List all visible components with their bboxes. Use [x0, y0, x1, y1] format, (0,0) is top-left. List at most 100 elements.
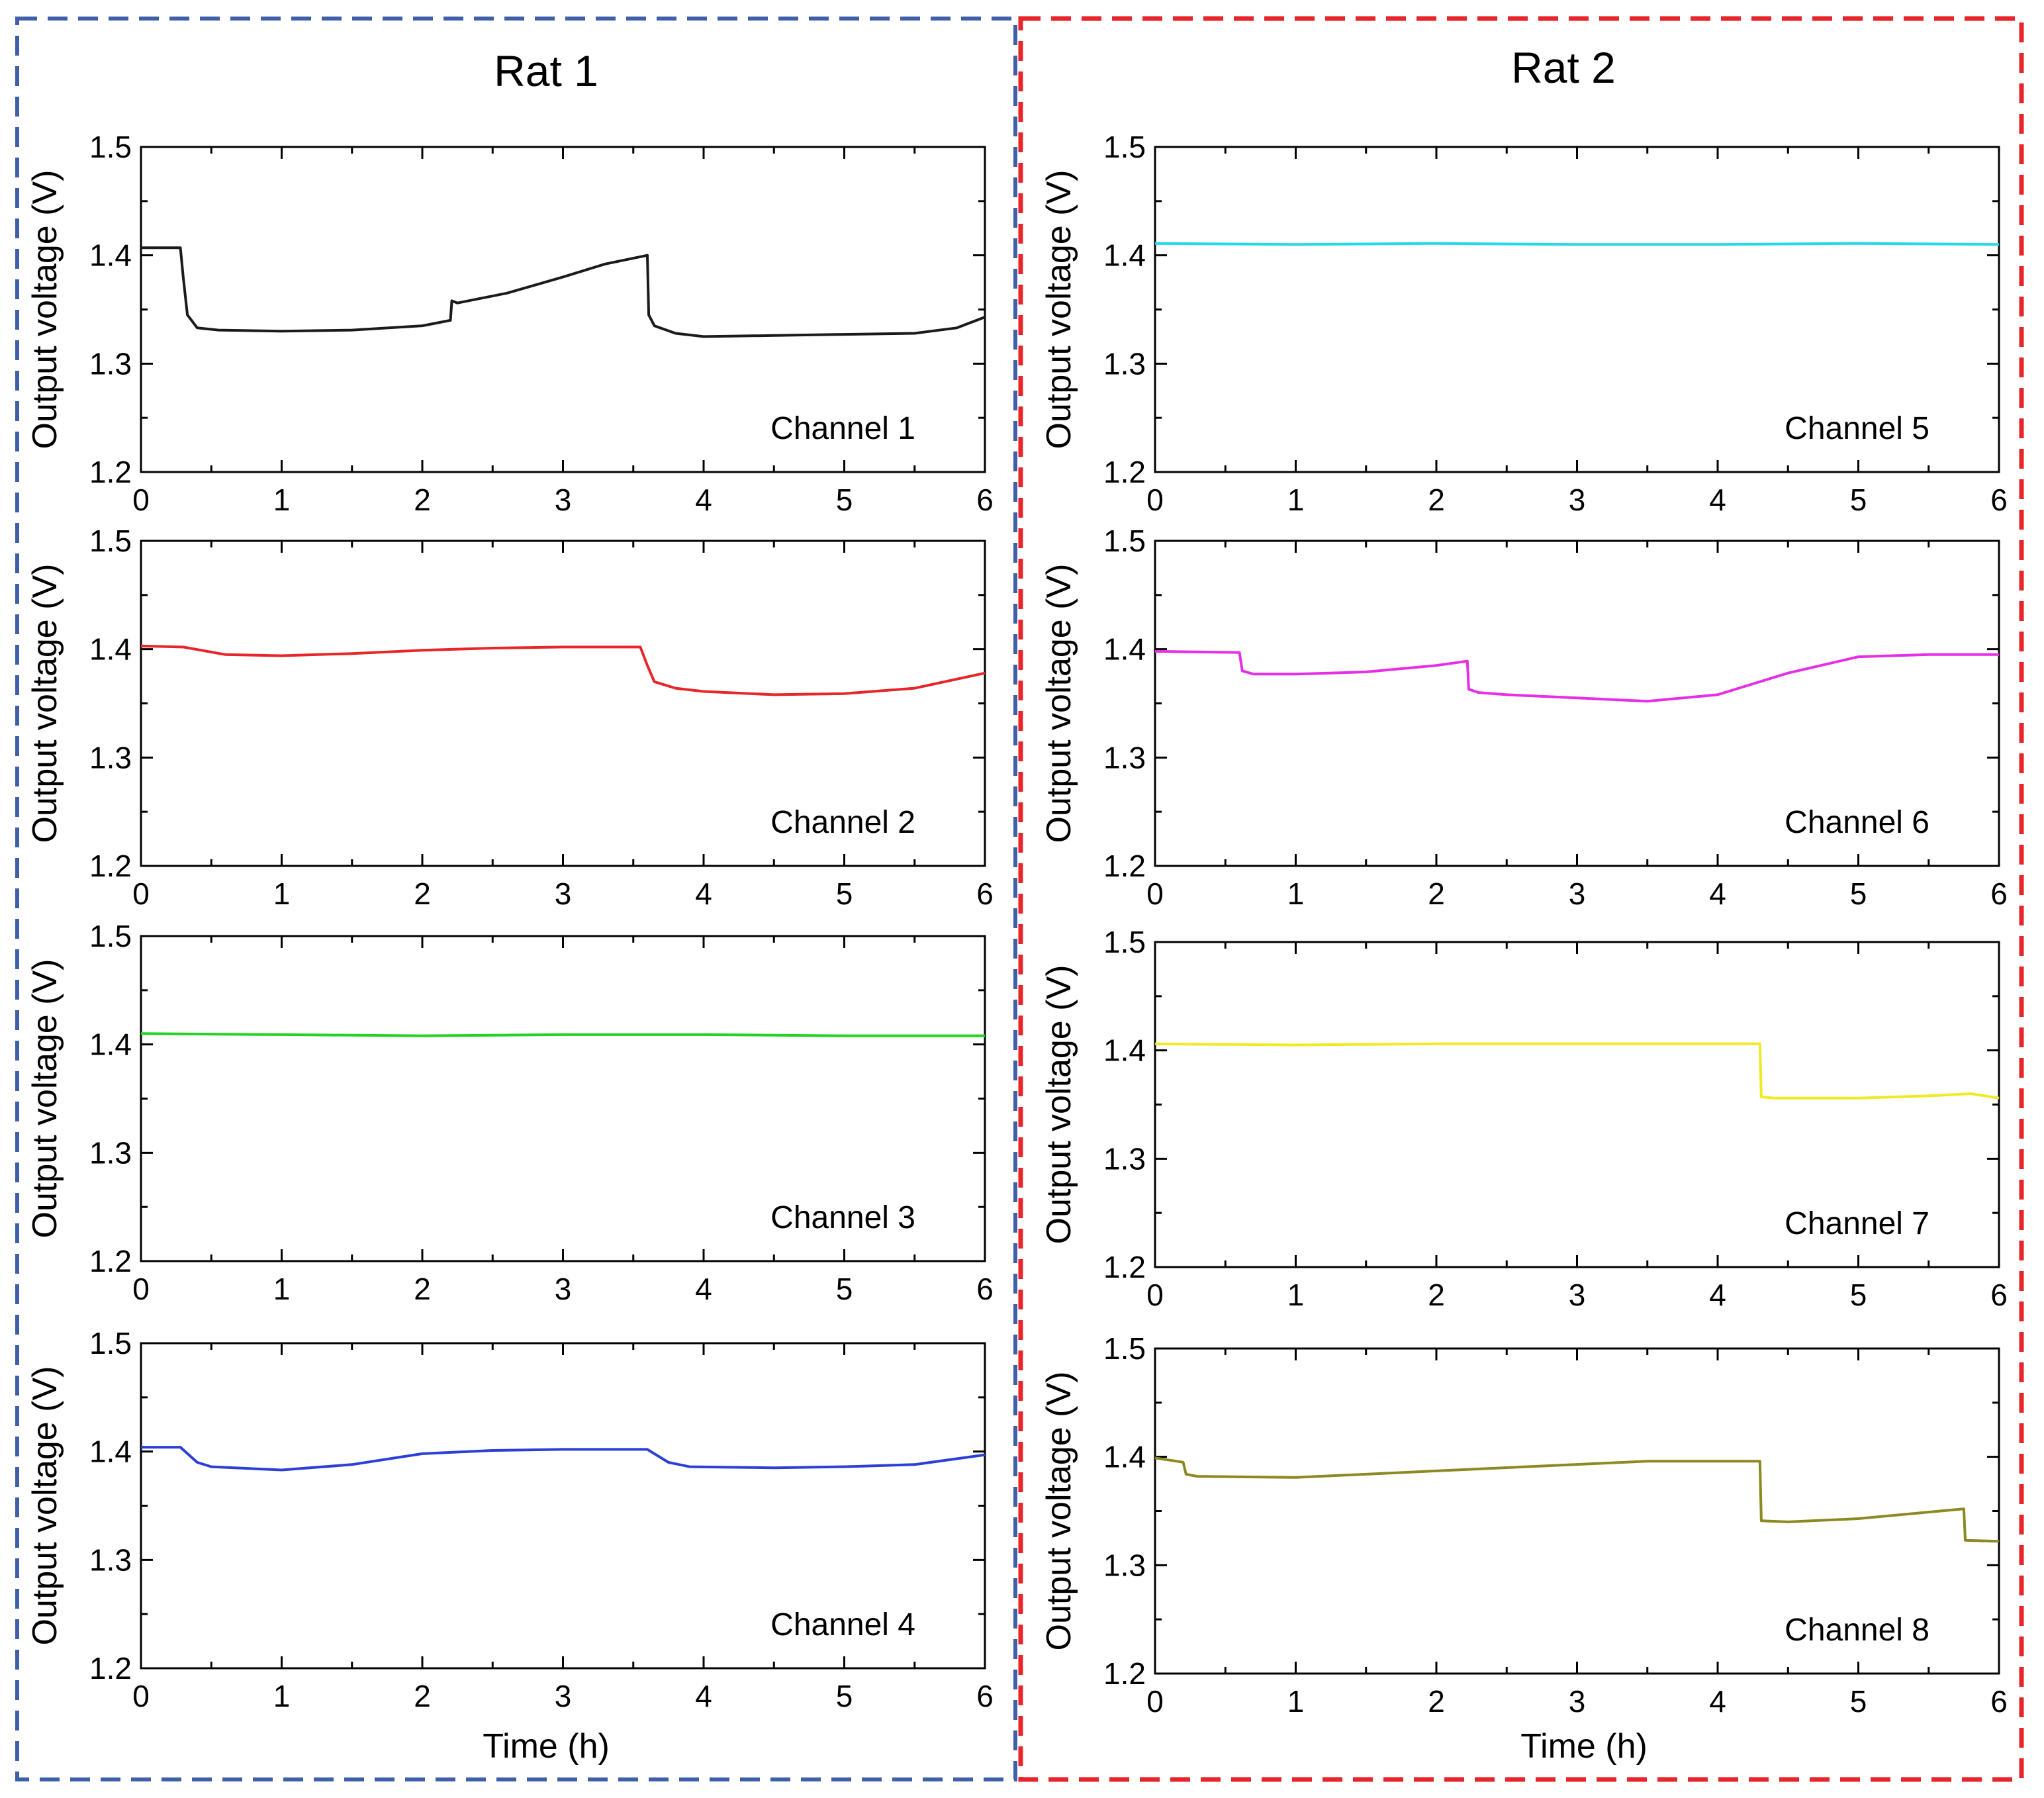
x-tick-label: 6 [976, 483, 994, 517]
y-tick-label: 1.2 [1103, 849, 1146, 883]
x-tick-label: 0 [1146, 1278, 1164, 1312]
y-tick-label: 1.4 [89, 238, 132, 273]
x-tick-label: 4 [1709, 483, 1726, 517]
y-tick-label: 1.2 [89, 455, 132, 489]
x-tick-label: 0 [1146, 483, 1164, 517]
x-tick-label: 3 [1569, 876, 1586, 911]
y-tick-label: 1.5 [1103, 130, 1146, 164]
x-tick-label: 1 [273, 1272, 291, 1306]
y-tick-label: 1.3 [1103, 740, 1146, 775]
x-tick-label: 0 [132, 483, 150, 517]
y-tick-label: 1.4 [89, 632, 132, 667]
x-tick-label: 6 [976, 1272, 994, 1306]
chart-panel-2: 0 1 2 3 4 5 6 1.2 1.3 1.4 1.5 Output voltage (V) Cha… [26, 524, 994, 911]
y-axis-title: Output voltage (V) [26, 564, 64, 843]
x-tick-label: 3 [555, 1679, 572, 1713]
x-tick-label: 5 [836, 483, 853, 517]
chart-panel-6: 0 1 2 3 4 5 6 1.2 1.3 1.4 1.5 Output voltage (V) Cha… [1040, 524, 2008, 911]
channel-label: Channel 7 [1785, 1206, 1929, 1241]
x-tick-label: 5 [1850, 1278, 1867, 1312]
y-axis-title: Output voltage (V) [26, 959, 64, 1239]
chart-panel-4: 0 1 2 3 4 5 6 1.2 1.3 1.4 1.5 Output voltage (V) Cha… [26, 1326, 994, 1713]
x-tick-label: 1 [273, 1679, 291, 1713]
x-tick-label: 6 [1990, 1684, 2008, 1719]
rat1-group-frame [15, 17, 1017, 1781]
x-tick-label: 3 [555, 1272, 572, 1306]
y-tick-label: 1.2 [1103, 455, 1146, 489]
x-tick-label: 5 [836, 876, 853, 911]
y-tick-label: 1.3 [1103, 1548, 1146, 1582]
y-tick-label: 1.4 [89, 1027, 132, 1062]
series-line-channel-5 [1154, 242, 2000, 246]
y-axis-title: Output voltage (V) [1040, 1372, 1078, 1651]
x-tick-label: 1 [1287, 1684, 1305, 1719]
y-tick-label: 1.5 [89, 1326, 132, 1360]
y-axis-title: Output voltage (V) [1040, 170, 1078, 450]
channel-label: Channel 2 [770, 805, 915, 840]
y-axis-title: Output voltage (V) [1040, 564, 1078, 843]
y-axis-title: Output voltage (V) [26, 170, 64, 450]
y-tick-label: 1.4 [89, 1435, 132, 1469]
y-tick-label: 1.3 [89, 740, 132, 775]
x-tick-label: 6 [1990, 1278, 2008, 1312]
x-tick-label: 4 [695, 1679, 712, 1713]
x-tick-label: 5 [1850, 876, 1867, 911]
x-tick-label: 6 [1990, 876, 2008, 911]
x-tick-label: 0 [132, 1679, 150, 1713]
series-line-channel-3 [140, 1032, 985, 1037]
x-tick-label: 6 [1990, 483, 2008, 517]
x-tick-label: 1 [1287, 1278, 1305, 1312]
x-tick-label: 6 [976, 1679, 994, 1713]
x-tick-label: 0 [132, 876, 150, 911]
x-tick-label: 4 [695, 1272, 712, 1306]
y-tick-label: 1.5 [1103, 524, 1146, 558]
x-tick-label: 4 [1709, 1684, 1726, 1719]
y-tick-label: 1.2 [1103, 1250, 1146, 1284]
x-tick-label: 2 [1428, 483, 1445, 517]
x-tick-label: 4 [1709, 1278, 1726, 1312]
x-tick-label: 4 [695, 483, 712, 517]
x-tick-label: 2 [414, 1679, 431, 1713]
channel-label: Channel 1 [770, 411, 915, 446]
y-axis-title: Output voltage (V) [1040, 965, 1078, 1245]
chart-panel-8: 0 1 2 3 4 5 6 1.2 1.3 1.4 1.5 Output voltage (V) Cha… [1040, 1331, 2008, 1719]
x-tick-label: 5 [1850, 1684, 1867, 1719]
series-line-channel-2 [140, 644, 986, 696]
y-tick-label: 1.5 [89, 919, 132, 953]
x-tick-label: 5 [1850, 483, 1867, 517]
x-tick-label: 3 [555, 483, 572, 517]
series-line-channel-6 [1154, 649, 1999, 703]
x-tick-label: 0 [1146, 1684, 1164, 1719]
chart-panel-5: 0 1 2 3 4 5 6 1.2 1.3 1.4 1.5 Output voltage (V) Cha… [1040, 130, 2008, 517]
x-tick-label: 2 [1428, 876, 1445, 911]
x-tick-label: 0 [1146, 876, 1164, 911]
x-tick-label: 2 [414, 876, 431, 911]
x-tick-label: 3 [555, 876, 572, 911]
y-tick-label: 1.4 [1103, 632, 1146, 667]
y-tick-label: 1.3 [1103, 346, 1146, 381]
y-tick-label: 1.3 [89, 346, 132, 381]
x-tick-label: 6 [976, 876, 994, 911]
channel-label: Channel 6 [1785, 805, 1929, 840]
rat2-title: Rat 2 [1511, 43, 1616, 92]
channel-label: Channel 3 [770, 1200, 915, 1235]
chart-panel-7: 0 1 2 3 4 5 6 1.2 1.3 1.4 1.5 Output voltage (V) Cha… [1040, 925, 2008, 1312]
rat2-x-axis-title: Time (h) [1520, 1727, 1648, 1766]
y-tick-label: 1.5 [89, 130, 132, 164]
x-tick-label: 5 [836, 1272, 853, 1306]
y-tick-label: 1.2 [89, 849, 132, 883]
x-tick-label: 1 [1287, 483, 1305, 517]
x-tick-label: 0 [132, 1272, 150, 1306]
y-axis-title: Output voltage (V) [26, 1366, 64, 1646]
x-tick-label: 2 [414, 483, 431, 517]
chart-panel-3: 0 1 2 3 4 5 6 1.2 1.3 1.4 1.5 Output voltage (V) Cha… [26, 919, 994, 1306]
y-tick-label: 1.2 [89, 1651, 132, 1685]
x-tick-label: 3 [1569, 1278, 1586, 1312]
y-tick-label: 1.3 [89, 1135, 132, 1170]
x-tick-label: 1 [273, 483, 291, 517]
rat1-x-axis-title: Time (h) [483, 1727, 610, 1766]
series-line-channel-1 [141, 246, 986, 338]
x-tick-label: 5 [836, 1679, 853, 1713]
x-tick-label: 3 [1569, 1684, 1586, 1719]
x-tick-label: 2 [1428, 1278, 1445, 1312]
